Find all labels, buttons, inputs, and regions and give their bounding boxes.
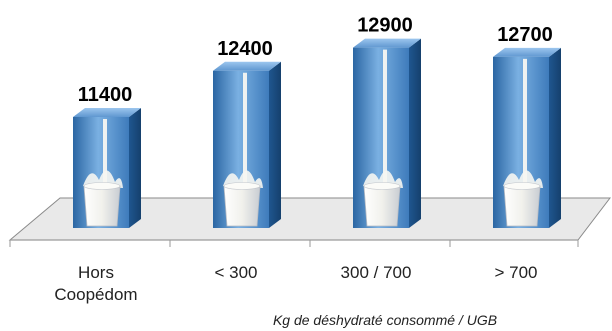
milk-surface — [223, 182, 261, 190]
bar — [493, 47, 561, 228]
bar-side — [409, 38, 421, 228]
data-label: 12400 — [217, 38, 273, 60]
bar — [213, 61, 281, 228]
bar-top — [493, 47, 561, 57]
milk-stream — [383, 49, 387, 184]
milk-glass — [503, 185, 541, 227]
x-axis-label: Kg de déshydraté consommé / UGB — [273, 312, 497, 328]
x-tick-label: 300 / 700 — [341, 263, 412, 282]
bar-side — [549, 47, 561, 228]
chart-floor — [8, 197, 612, 247]
milk-stream — [243, 72, 247, 184]
x-tick-label: > 700 — [494, 263, 537, 282]
milk-stream — [103, 119, 107, 184]
bar-side — [269, 61, 281, 228]
bar-top — [353, 38, 421, 48]
milk-surface — [83, 182, 121, 190]
milk-stream — [523, 58, 527, 184]
x-tick-label: Coopédom — [54, 285, 137, 304]
milk-glass — [363, 185, 401, 227]
milk-glass — [223, 185, 261, 227]
x-tick-label: Hors — [78, 263, 114, 282]
milk-surface — [503, 182, 541, 190]
data-label: 11400 — [78, 84, 133, 106]
milk-glass — [83, 185, 121, 227]
bar — [73, 108, 141, 228]
labels: 11400 Hors Coopédom 12400 < 300 12900 300 / 70… — [54, 15, 552, 304]
bar-side — [129, 108, 141, 228]
data-label: 12700 — [497, 24, 553, 46]
bar-top — [73, 108, 141, 117]
x-tick-label: < 300 — [214, 263, 257, 282]
data-label: 12900 — [357, 15, 413, 37]
milk-surface — [363, 182, 401, 190]
bar-top — [213, 61, 281, 71]
bars — [73, 38, 561, 228]
bar — [353, 38, 421, 228]
